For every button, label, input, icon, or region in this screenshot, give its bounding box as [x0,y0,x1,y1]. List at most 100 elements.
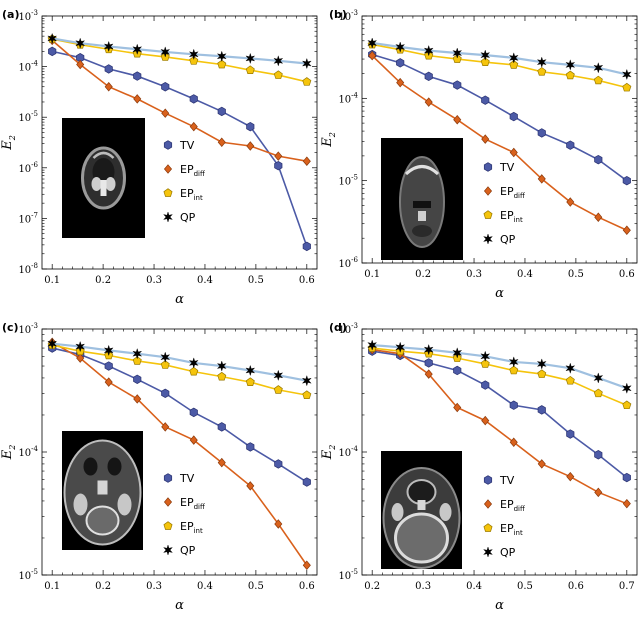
panel-label: (b) [329,8,347,21]
data-point [453,114,462,125]
chart-panel-2: (c) 0.1 0.2 0.3 0.4 0.5 0.6 10-5 10-4 10-3 α E2 TV EP… [0,321,318,613]
data-point [621,382,632,394]
data-point [395,341,406,353]
data-point [536,358,547,370]
y-tick-label: 10-3 [338,322,358,336]
data-point [189,94,198,104]
data-point [273,369,284,382]
data-point [217,371,227,381]
legend-marker-epint [483,210,493,219]
data-point [104,81,113,92]
data-point [245,52,256,65]
y-tick-label: 10-8 [18,262,38,276]
x-tick-label: 0.2 [364,581,380,592]
legend-label-epint: EPint [180,187,203,202]
data-point [273,55,284,67]
panel-label: (d) [329,321,347,334]
series-line-tv [372,350,628,479]
panel-label: (c) [2,321,19,334]
ct-inset-image [62,118,145,238]
x-tick-label: 0.2 [95,275,111,286]
ct-inset-image [381,138,463,260]
data-point [621,68,632,81]
x-tick-label: 0.1 [44,275,60,286]
data-point [509,147,518,158]
x-tick-label: 0.5 [568,269,584,280]
data-point [481,415,490,426]
data-point [103,344,114,357]
data-point [161,422,170,432]
data-point [302,390,312,399]
data-point [395,41,406,53]
data-point [509,111,518,122]
data-point [274,151,283,161]
data-point [133,94,142,104]
y-tick-label: 10-3 [338,9,358,23]
data-point [452,47,463,59]
data-point [302,77,312,86]
y-tick-label: 10-3 [18,9,38,23]
legend: TV EPdiff EPint QP [163,139,205,224]
series-qp [47,337,312,387]
data-point [104,64,113,74]
data-point [217,422,226,432]
ct-inset-image [381,451,462,569]
data-point [104,361,113,371]
data-point [594,154,603,165]
data-point [246,121,255,132]
panel-label: (a) [2,8,19,21]
data-point [424,369,433,379]
x-axis-label: α [495,286,504,301]
data-point [453,365,462,376]
legend-label-tv: TV [179,139,195,152]
y-axis-label: E2 [320,132,337,148]
plot-frame [361,15,638,264]
legend-marker-epint [163,521,173,530]
series-epint [47,340,312,399]
series-line-tv [52,347,308,483]
data-point [245,65,255,75]
legend-marker-qp [483,546,493,558]
x-tick-label: 0.1 [44,581,60,592]
data-point [161,388,170,399]
data-point [537,369,547,378]
data-point [302,156,311,166]
x-tick-label: 0.7 [619,581,635,592]
x-tick-label: 0.6 [299,275,315,286]
data-point [594,212,603,222]
series-line-epint [52,38,307,83]
y-tick-label: 10-6 [338,256,358,270]
data-point [593,75,603,85]
data-point [274,161,283,171]
series-line-qp [372,41,628,76]
data-point [622,400,632,410]
data-point [508,52,519,64]
data-point [537,174,546,184]
data-point [424,358,433,368]
series-epint [367,343,632,410]
x-tick-label: 0.5 [517,581,533,592]
legend-marker-tv [163,140,173,150]
x-tick-label: 0.4 [517,269,533,280]
legend-label-qp: QP [500,546,516,559]
data-point [481,380,490,390]
plot-frame [41,15,318,270]
series-line-epdiff [372,348,628,505]
legend-label-epint: EPint [500,522,523,537]
series-line-tv [52,50,308,247]
data-point [132,347,143,360]
legend-label-epdiff: EPdiff [180,163,205,178]
data-point [593,388,603,398]
chart-panel-0: (a) 0.1 0.2 0.3 0.4 0.5 0.6 10-8 10-7 10-6 10-5 10-… [0,8,318,307]
chart-panel-1: (b) 0.1 0.2 0.3 0.4 0.5 0.6 10-6 10-5 10-4 10-3 α E2… [320,8,638,301]
data-point [453,402,462,413]
y-tick-label: 10-4 [338,445,358,459]
data-point [537,459,546,469]
y-tick-label: 10-5 [338,174,358,188]
legend-label-epdiff: EPdiff [500,185,525,200]
data-point [480,49,491,61]
y-axis-label: E2 [320,445,337,461]
x-axis-label: α [495,598,504,613]
data-point [396,58,405,68]
